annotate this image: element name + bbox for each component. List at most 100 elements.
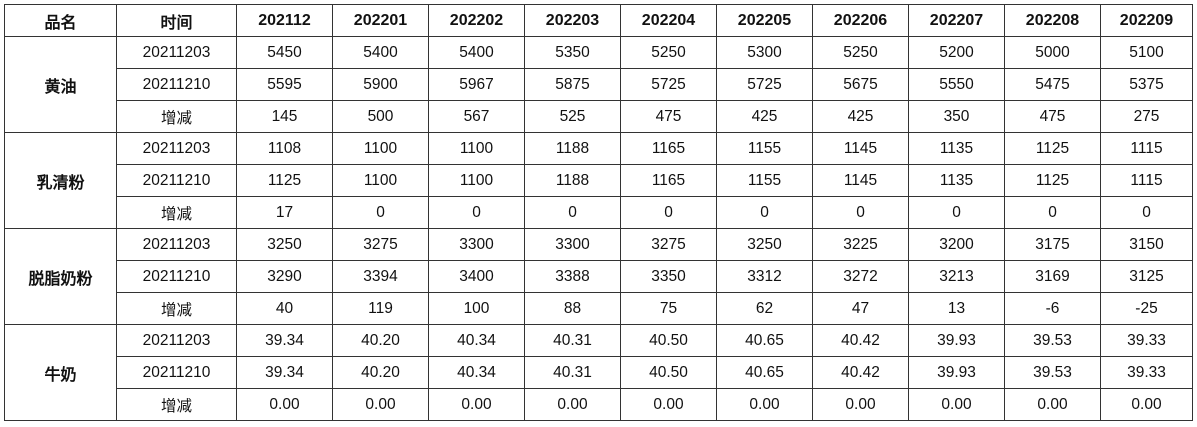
value-cell: 39.34: [236, 324, 333, 357]
value-cell: 1100: [428, 132, 525, 165]
table-row: 20211210 39.34 40.20 40.34 40.31 40.50 40.65 40…: [5, 356, 1193, 389]
value-cell: 0.00: [236, 388, 333, 421]
value-cell: 0: [908, 196, 1005, 229]
value-cell: 5967: [428, 68, 525, 101]
value-cell: 40.20: [332, 324, 429, 357]
value-cell: 0: [716, 196, 813, 229]
value-cell: 39.33: [1100, 356, 1193, 389]
table-row: 20211210 3290 3394 3400 3388 3350 3312 3272 3213…: [5, 260, 1193, 293]
table-row: 乳清粉 20211203 1108 1100 1100 1188 1165 1155 1145 1…: [4, 132, 1193, 229]
value-cell: 5675: [812, 68, 909, 101]
value-cell: 39.93: [908, 356, 1005, 389]
month-column-header: 202204: [620, 4, 717, 37]
value-cell: 0: [1100, 196, 1193, 229]
value-cell: 5595: [236, 68, 333, 101]
month-column-header: 202208: [1004, 4, 1101, 37]
value-cell: 40.31: [524, 356, 621, 389]
value-cell: 5475: [1004, 68, 1101, 101]
value-cell: 3272: [812, 260, 909, 293]
value-cell: 3125: [1100, 260, 1193, 293]
value-cell: 0.00: [620, 388, 717, 421]
value-cell: 0.00: [428, 388, 525, 421]
date-column-header: 时间: [116, 4, 237, 37]
value-cell: 350: [908, 100, 1005, 133]
value-cell: 1155: [716, 132, 813, 165]
month-column-header: 202203: [524, 4, 621, 37]
month-column-header: 202207: [908, 4, 1005, 37]
value-cell: 500: [332, 100, 429, 133]
value-cell: 40.42: [812, 356, 909, 389]
table-row: 20211210 5595 5900 5967 5875 5725 5725 5675 5550…: [5, 68, 1193, 101]
value-cell: 40.50: [620, 356, 717, 389]
value-cell: 39.33: [1100, 324, 1193, 357]
row-label-cell: 20211210: [116, 260, 237, 293]
value-cell: 62: [716, 292, 813, 325]
value-cell: 1165: [620, 132, 717, 165]
value-cell: 3350: [620, 260, 717, 293]
value-cell: 5400: [428, 36, 525, 69]
month-column-header: 202209: [1100, 4, 1193, 37]
value-cell: 3225: [812, 228, 909, 261]
row-label-cell: 20211210: [116, 356, 237, 389]
value-cell: 47: [812, 292, 909, 325]
value-cell: 0: [812, 196, 909, 229]
row-label-cell: 20211203: [116, 324, 237, 357]
table-row: 增减 145 500 567 525 475 425 425 350 475 275: [5, 100, 1193, 133]
value-cell: 1188: [524, 164, 621, 197]
value-cell: 119: [332, 292, 429, 325]
row-label-cell: 20211210: [116, 164, 237, 197]
value-cell: 5725: [620, 68, 717, 101]
value-cell: -6: [1004, 292, 1101, 325]
row-label-cell: 20211203: [116, 228, 237, 261]
value-cell: 0.00: [1100, 388, 1193, 421]
month-column-header: 202112: [236, 4, 333, 37]
value-cell: 1165: [620, 164, 717, 197]
value-cell: 3213: [908, 260, 1005, 293]
value-cell: 3394: [332, 260, 429, 293]
table-row: 20211210 1125 1100 1100 1188 1165 1155 1145 1135…: [5, 164, 1193, 197]
value-cell: 3400: [428, 260, 525, 293]
row-label-cell: 增减: [116, 292, 237, 325]
value-cell: 1125: [1004, 164, 1101, 197]
value-cell: 0: [524, 196, 621, 229]
value-cell: 0: [1004, 196, 1101, 229]
value-cell: 39.34: [236, 356, 333, 389]
month-column-header: 202202: [428, 4, 525, 37]
table-row: 脱脂奶粉 20211203 3250 3275 3300 3300 3275 3250 3225…: [4, 228, 1193, 325]
value-cell: 0: [332, 196, 429, 229]
value-cell: 3290: [236, 260, 333, 293]
value-cell: 1115: [1100, 164, 1193, 197]
value-cell: 1155: [716, 164, 813, 197]
value-cell: 3250: [236, 228, 333, 261]
table-row: 牛奶 20211203 39.34 40.20 40.34 40.31 40.50 40.65…: [4, 324, 1193, 421]
value-cell: 75: [620, 292, 717, 325]
value-cell: 40.50: [620, 324, 717, 357]
value-cell: 1145: [812, 164, 909, 197]
table-row: 增减 17 0 0 0 0 0 0 0 0 0: [5, 196, 1193, 229]
value-cell: 475: [620, 100, 717, 133]
value-cell: 40.34: [428, 324, 525, 357]
value-cell: 1125: [1004, 132, 1101, 165]
value-cell: 0: [428, 196, 525, 229]
value-cell: 567: [428, 100, 525, 133]
value-cell: 13: [908, 292, 1005, 325]
row-label-cell: 增减: [116, 100, 237, 133]
header-row: 品名 时间 202112 202201 202202 202203 202204…: [4, 4, 1193, 37]
row-label-cell: 增减: [116, 196, 237, 229]
value-cell: 3275: [620, 228, 717, 261]
value-cell: 475: [1004, 100, 1101, 133]
product-column-header: 品名: [4, 4, 117, 37]
value-cell: 1145: [812, 132, 909, 165]
value-cell: 5875: [524, 68, 621, 101]
value-cell: 40: [236, 292, 333, 325]
value-cell: 17: [236, 196, 333, 229]
value-cell: -25: [1100, 292, 1193, 325]
table-body: 黄油 20211203 5450 5400 5400 5350 5250 5300 5250 52…: [4, 36, 1193, 421]
value-cell: 1115: [1100, 132, 1193, 165]
value-cell: 40.65: [716, 324, 813, 357]
value-cell: 5375: [1100, 68, 1193, 101]
value-cell: 40.20: [332, 356, 429, 389]
value-cell: 40.42: [812, 324, 909, 357]
product-name-cell: 脱脂奶粉: [4, 228, 117, 325]
value-cell: 0: [620, 196, 717, 229]
